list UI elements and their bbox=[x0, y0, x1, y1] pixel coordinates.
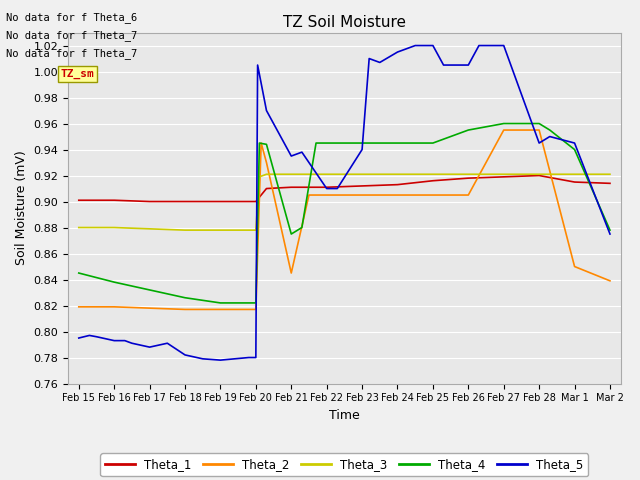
Text: No data for f Theta_6: No data for f Theta_6 bbox=[6, 12, 138, 23]
Legend: Theta_1, Theta_2, Theta_3, Theta_4, Theta_5: Theta_1, Theta_2, Theta_3, Theta_4, Thet… bbox=[100, 454, 588, 476]
Text: TZ_sm: TZ_sm bbox=[61, 69, 95, 79]
Title: TZ Soil Moisture: TZ Soil Moisture bbox=[283, 15, 406, 30]
Y-axis label: Soil Moisture (mV): Soil Moisture (mV) bbox=[15, 151, 28, 265]
X-axis label: Time: Time bbox=[329, 409, 360, 422]
Text: No data for f Theta_7: No data for f Theta_7 bbox=[6, 30, 138, 41]
Text: No data for f Theta_7: No data for f Theta_7 bbox=[6, 48, 138, 60]
